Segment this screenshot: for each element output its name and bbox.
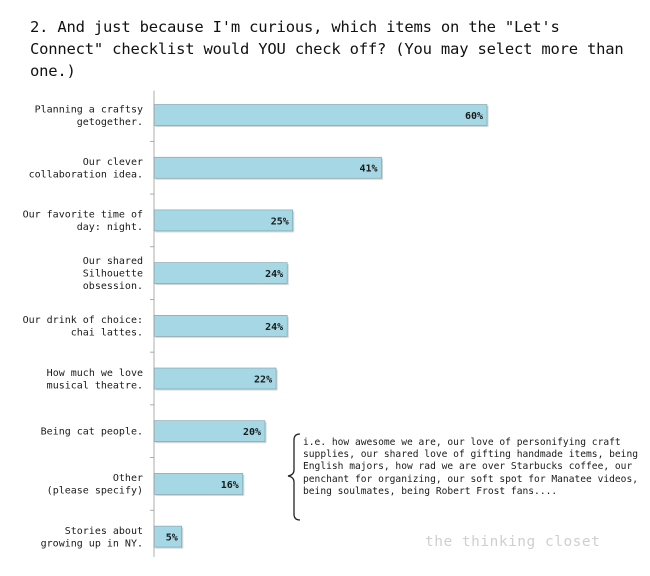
bar-value-label: 24% — [265, 269, 283, 280]
category-label: Our shared Silhouette obsession. — [83, 256, 143, 292]
other-responses-note: i.e. how awesome we are, our love of per… — [303, 437, 639, 497]
watermark: the thinking closet — [425, 534, 601, 550]
bar-value-label: 25% — [271, 216, 289, 227]
bar-value-label: 22% — [254, 375, 272, 386]
category-label: Our drink of choice: chai lattes. — [23, 315, 143, 339]
bar-value-label: 20% — [243, 427, 261, 438]
category-label: Stories about growing up in NY. — [41, 526, 143, 550]
bar-value-label: 60% — [465, 111, 483, 122]
bar-value-label: 5% — [166, 533, 178, 544]
category-label: How much we love musical theatre. — [47, 368, 143, 392]
bar — [153, 104, 488, 126]
category-label: Being cat people. — [41, 427, 143, 438]
bar-value-label: 16% — [221, 480, 239, 491]
category-label: Our favorite time of day: night. — [23, 210, 143, 234]
chart-title: 2. And just because I'm curious, which i… — [30, 18, 624, 80]
bar-value-label: 41% — [359, 164, 377, 175]
bar — [153, 156, 382, 179]
category-label: Other (please specify) — [47, 473, 143, 497]
category-label: Our clever collaboration idea. — [29, 157, 143, 181]
bar-value-label: 24% — [265, 322, 283, 333]
category-label: Planning a craftsy getogether. — [35, 104, 143, 128]
